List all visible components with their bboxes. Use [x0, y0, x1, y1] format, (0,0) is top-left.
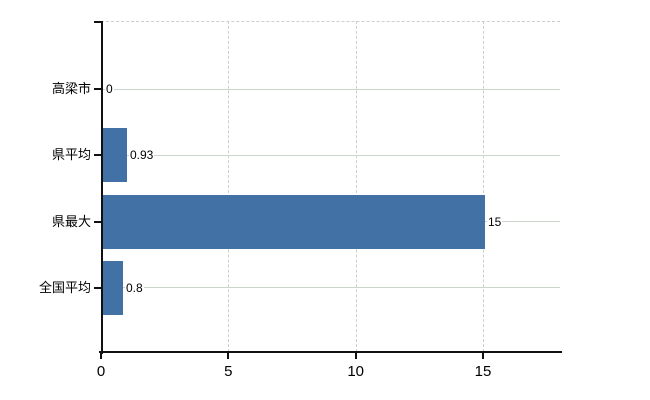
- value-label: 0.8: [125, 280, 144, 295]
- x-gridline: [355, 21, 357, 352]
- y-axis-tick: [94, 220, 101, 223]
- y-gridline: [101, 287, 560, 289]
- y-axis-tick: [94, 286, 101, 289]
- value-label: 0: [105, 82, 114, 96]
- category-label: 県平均: [51, 147, 91, 163]
- value-label: 15: [487, 214, 503, 229]
- x-gridline: [483, 21, 484, 352]
- x-axis-tick: [482, 353, 484, 359]
- x-tick-label: 15: [474, 363, 492, 380]
- category-label: 高梁市: [51, 81, 91, 96]
- bar[interactable]: [103, 128, 127, 183]
- x-tick-label: 10: [347, 363, 364, 380]
- y-axis-line: [101, 21, 103, 354]
- category-label: 県最大: [51, 213, 91, 229]
- y-gridline: [101, 88, 560, 90]
- category-label: 全国平均: [38, 279, 91, 295]
- x-axis-tick: [100, 353, 102, 359]
- y-gridline: [101, 154, 560, 156]
- y-axis-tick: [94, 88, 101, 90]
- x-tick-label: 0: [96, 363, 106, 380]
- value-label: 0.93: [129, 148, 155, 163]
- bar[interactable]: [103, 194, 485, 249]
- y-axis-tick: [94, 154, 101, 157]
- x-axis-tick: [354, 353, 357, 359]
- x-tick-label: 5: [224, 363, 233, 380]
- x-axis-tick: [227, 353, 230, 359]
- plot-top-border: [101, 21, 560, 22]
- bar[interactable]: [103, 260, 123, 315]
- x-axis-line: [99, 351, 562, 353]
- y-axis-tick: [94, 21, 101, 23]
- x-gridline: [228, 21, 230, 352]
